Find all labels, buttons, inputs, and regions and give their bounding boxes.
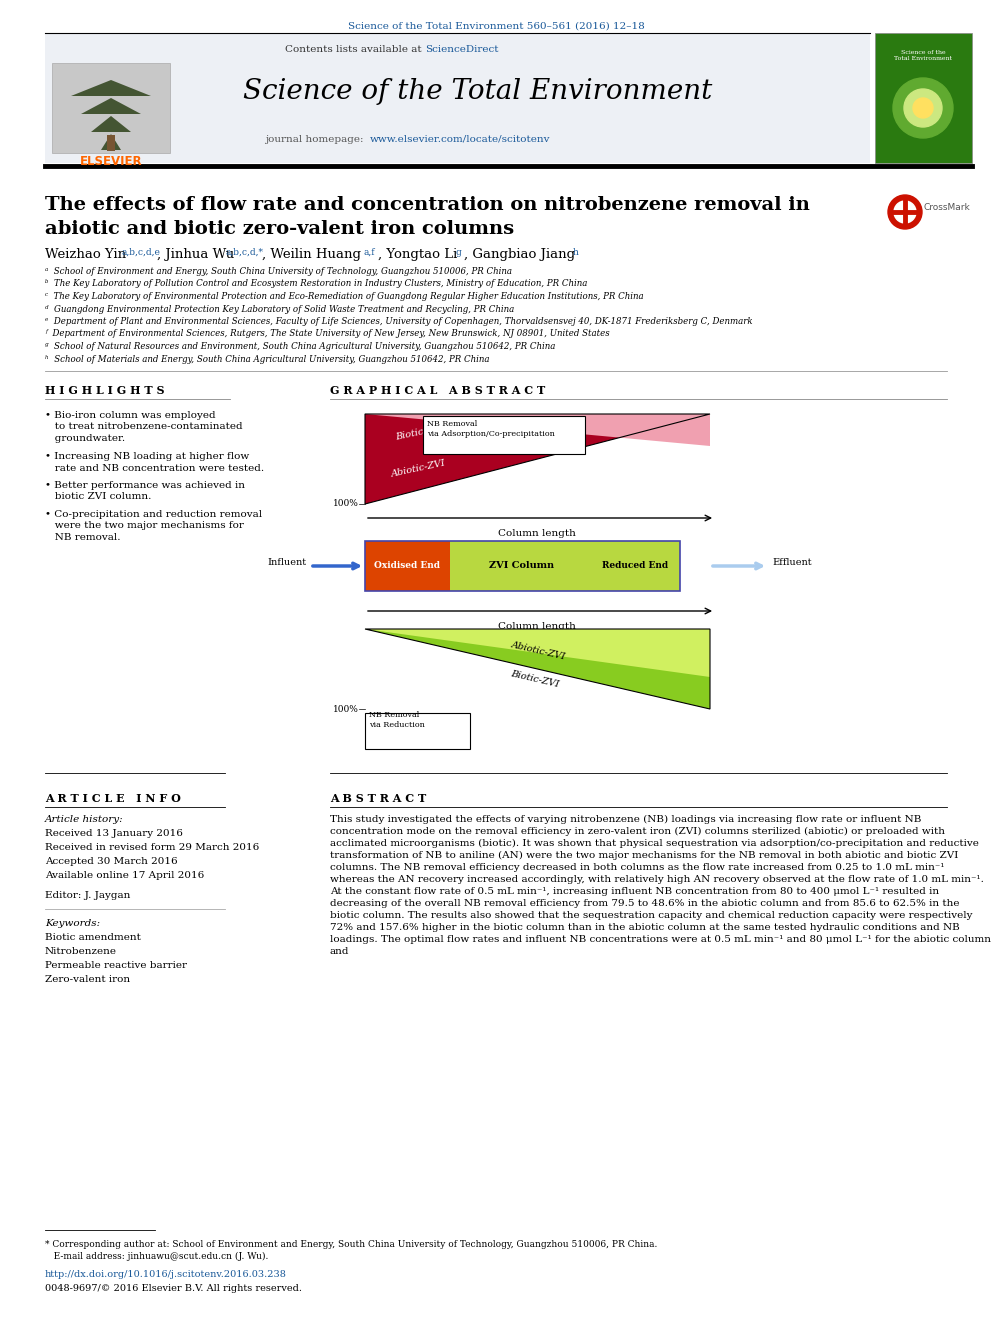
Text: , Weilin Huang: , Weilin Huang	[262, 247, 361, 261]
Text: ELSEVIER: ELSEVIER	[79, 155, 142, 168]
Text: a,b,c,d,e: a,b,c,d,e	[122, 247, 161, 257]
Text: A R T I C L E   I N F O: A R T I C L E I N F O	[45, 792, 181, 804]
Polygon shape	[81, 98, 141, 114]
Text: Biotic amendment: Biotic amendment	[45, 933, 141, 942]
Polygon shape	[91, 116, 131, 132]
Text: 100%: 100%	[333, 500, 359, 508]
Text: Abiotic-ZVI: Abiotic-ZVI	[390, 459, 446, 479]
Text: , Jinhua Wu: , Jinhua Wu	[157, 247, 234, 261]
Text: Article history:: Article history:	[45, 815, 124, 824]
Text: Influent: Influent	[268, 558, 307, 568]
Bar	[107, 135, 115, 151]
Text: ᵍ  School of Natural Resources and Environment, South China Agricultural Univers: ᵍ School of Natural Resources and Enviro…	[45, 343, 556, 351]
Text: • Co-precipitation and reduction removal
   were the two major mechanisms for
  : • Co-precipitation and reduction removal…	[45, 509, 262, 541]
Text: http://dx.doi.org/10.1016/j.scitotenv.2016.03.238: http://dx.doi.org/10.1016/j.scitotenv.20…	[45, 1270, 287, 1279]
Text: G R A P H I C A L   A B S T R A C T: G R A P H I C A L A B S T R A C T	[330, 385, 546, 396]
Text: A B S T R A C T: A B S T R A C T	[330, 792, 427, 804]
Text: NB Removal
via Reduction: NB Removal via Reduction	[369, 710, 425, 729]
Text: Science of the Total Environment: Science of the Total Environment	[243, 78, 712, 105]
Text: , Gangbiao Jiang: , Gangbiao Jiang	[464, 247, 575, 261]
Bar	[875, 33, 972, 163]
Text: ʰ  School of Materials and Energy, South China Agricultural University, Guangzho: ʰ School of Materials and Energy, South …	[45, 355, 489, 364]
Text: Column length: Column length	[498, 622, 576, 631]
Text: * Corresponding author at: School of Environment and Energy, South China Univers: * Corresponding author at: School of Env…	[45, 1240, 658, 1261]
Text: ᵈ  Guangdong Environmental Protection Key Laboratory of Solid Waste Treatment an: ᵈ Guangdong Environmental Protection Key…	[45, 304, 514, 314]
Text: NB Removal
via Adsorption/Co-precipitation: NB Removal via Adsorption/Co-precipitati…	[427, 419, 555, 438]
Text: Available online 17 April 2016: Available online 17 April 2016	[45, 871, 204, 880]
Text: Received in revised form 29 March 2016: Received in revised form 29 March 2016	[45, 843, 259, 852]
Text: ᵇ  The Key Laboratory of Pollution Control and Ecosystem Restoration in Industry: ᵇ The Key Laboratory of Pollution Contro…	[45, 279, 587, 288]
Bar	[423, 415, 585, 454]
Text: ScienceDirect: ScienceDirect	[425, 45, 499, 54]
Text: Science of the Total Environment 560–561 (2016) 12–18: Science of the Total Environment 560–561…	[347, 22, 645, 30]
Text: ZVI Column: ZVI Column	[489, 561, 555, 570]
Text: g: g	[456, 247, 461, 257]
Text: Abiotic-ZVI: Abiotic-ZVI	[510, 640, 566, 662]
Circle shape	[888, 194, 922, 229]
Bar	[450, 541, 680, 591]
Text: Zero-valent iron: Zero-valent iron	[45, 975, 130, 984]
Text: Oxidised End: Oxidised End	[374, 561, 440, 570]
Text: a,b,c,d,*: a,b,c,d,*	[226, 247, 264, 257]
Circle shape	[904, 89, 942, 127]
Bar	[365, 713, 470, 749]
Text: h: h	[573, 247, 579, 257]
Text: • Better performance was achieved in
   biotic ZVI column.: • Better performance was achieved in bio…	[45, 482, 245, 501]
Text: Effluent: Effluent	[772, 558, 811, 568]
Polygon shape	[365, 414, 710, 504]
Text: • Bio-iron column was employed
   to treat nitrobenzene-contaminated
   groundwa: • Bio-iron column was employed to treat …	[45, 411, 243, 443]
Text: This study investigated the effects of varying nitrobenzene (NB) loadings via in: This study investigated the effects of v…	[330, 815, 991, 957]
Text: Accepted 30 March 2016: Accepted 30 March 2016	[45, 857, 178, 867]
Text: Received 13 January 2016: Received 13 January 2016	[45, 830, 183, 837]
Text: ᶜ  The Key Laboratory of Environmental Protection and Eco-Remediation of Guangdo: ᶜ The Key Laboratory of Environmental Pr…	[45, 292, 644, 302]
Circle shape	[893, 78, 953, 138]
Text: , Yongtao Li: , Yongtao Li	[378, 247, 457, 261]
Text: Biotic-ZVI: Biotic-ZVI	[510, 669, 560, 689]
Text: a,f: a,f	[363, 247, 375, 257]
Circle shape	[913, 98, 933, 118]
Text: H I G H L I G H T S: H I G H L I G H T S	[45, 385, 165, 396]
Text: abiotic and biotic zero-valent iron columns: abiotic and biotic zero-valent iron colu…	[45, 220, 514, 238]
Text: The effects of flow rate and concentration on nitrobenzene removal in: The effects of flow rate and concentrati…	[45, 196, 809, 214]
Text: ᵉ  Department of Plant and Environmental Sciences, Faculty of Life Sciences, Uni: ᵉ Department of Plant and Environmental …	[45, 318, 753, 325]
Text: Science of the
Total Environment: Science of the Total Environment	[894, 50, 952, 61]
Polygon shape	[365, 628, 710, 709]
Text: journal homepage:: journal homepage:	[265, 135, 370, 144]
Bar	[365, 541, 450, 591]
Polygon shape	[365, 628, 710, 677]
Text: www.elsevier.com/locate/scitotenv: www.elsevier.com/locate/scitotenv	[370, 135, 551, 144]
Text: Reduced End: Reduced End	[602, 561, 668, 570]
Circle shape	[894, 201, 916, 224]
Text: Nitrobenzene: Nitrobenzene	[45, 947, 117, 957]
Bar	[45, 33, 870, 163]
Text: ᶠ  Department of Environmental Sciences, Rutgers, The State University of New Je: ᶠ Department of Environmental Sciences, …	[45, 329, 610, 339]
Text: Keywords:: Keywords:	[45, 919, 100, 927]
Text: • Increasing NB loading at higher flow
   rate and NB concentration were tested.: • Increasing NB loading at higher flow r…	[45, 452, 264, 472]
Text: Contents lists available at: Contents lists available at	[285, 45, 425, 54]
Bar	[365, 541, 680, 591]
Text: 100%: 100%	[333, 705, 359, 713]
Text: Permeable reactive barrier: Permeable reactive barrier	[45, 960, 187, 970]
Polygon shape	[101, 134, 121, 149]
Text: Editor: J. Jaygan: Editor: J. Jaygan	[45, 890, 130, 900]
Text: CrossMark: CrossMark	[924, 202, 971, 212]
Text: 0048-9697/© 2016 Elsevier B.V. All rights reserved.: 0048-9697/© 2016 Elsevier B.V. All right…	[45, 1285, 302, 1293]
Text: ᵃ  School of Environment and Energy, South China University of Technology, Guang: ᵃ School of Environment and Energy, Sout…	[45, 267, 512, 277]
Polygon shape	[71, 79, 151, 97]
Text: Column length: Column length	[498, 529, 576, 538]
Text: Weizhao Yin: Weizhao Yin	[45, 247, 126, 261]
Text: Biotic-ZVI: Biotic-ZVI	[395, 422, 445, 442]
Polygon shape	[365, 414, 710, 446]
Bar	[52, 64, 170, 153]
